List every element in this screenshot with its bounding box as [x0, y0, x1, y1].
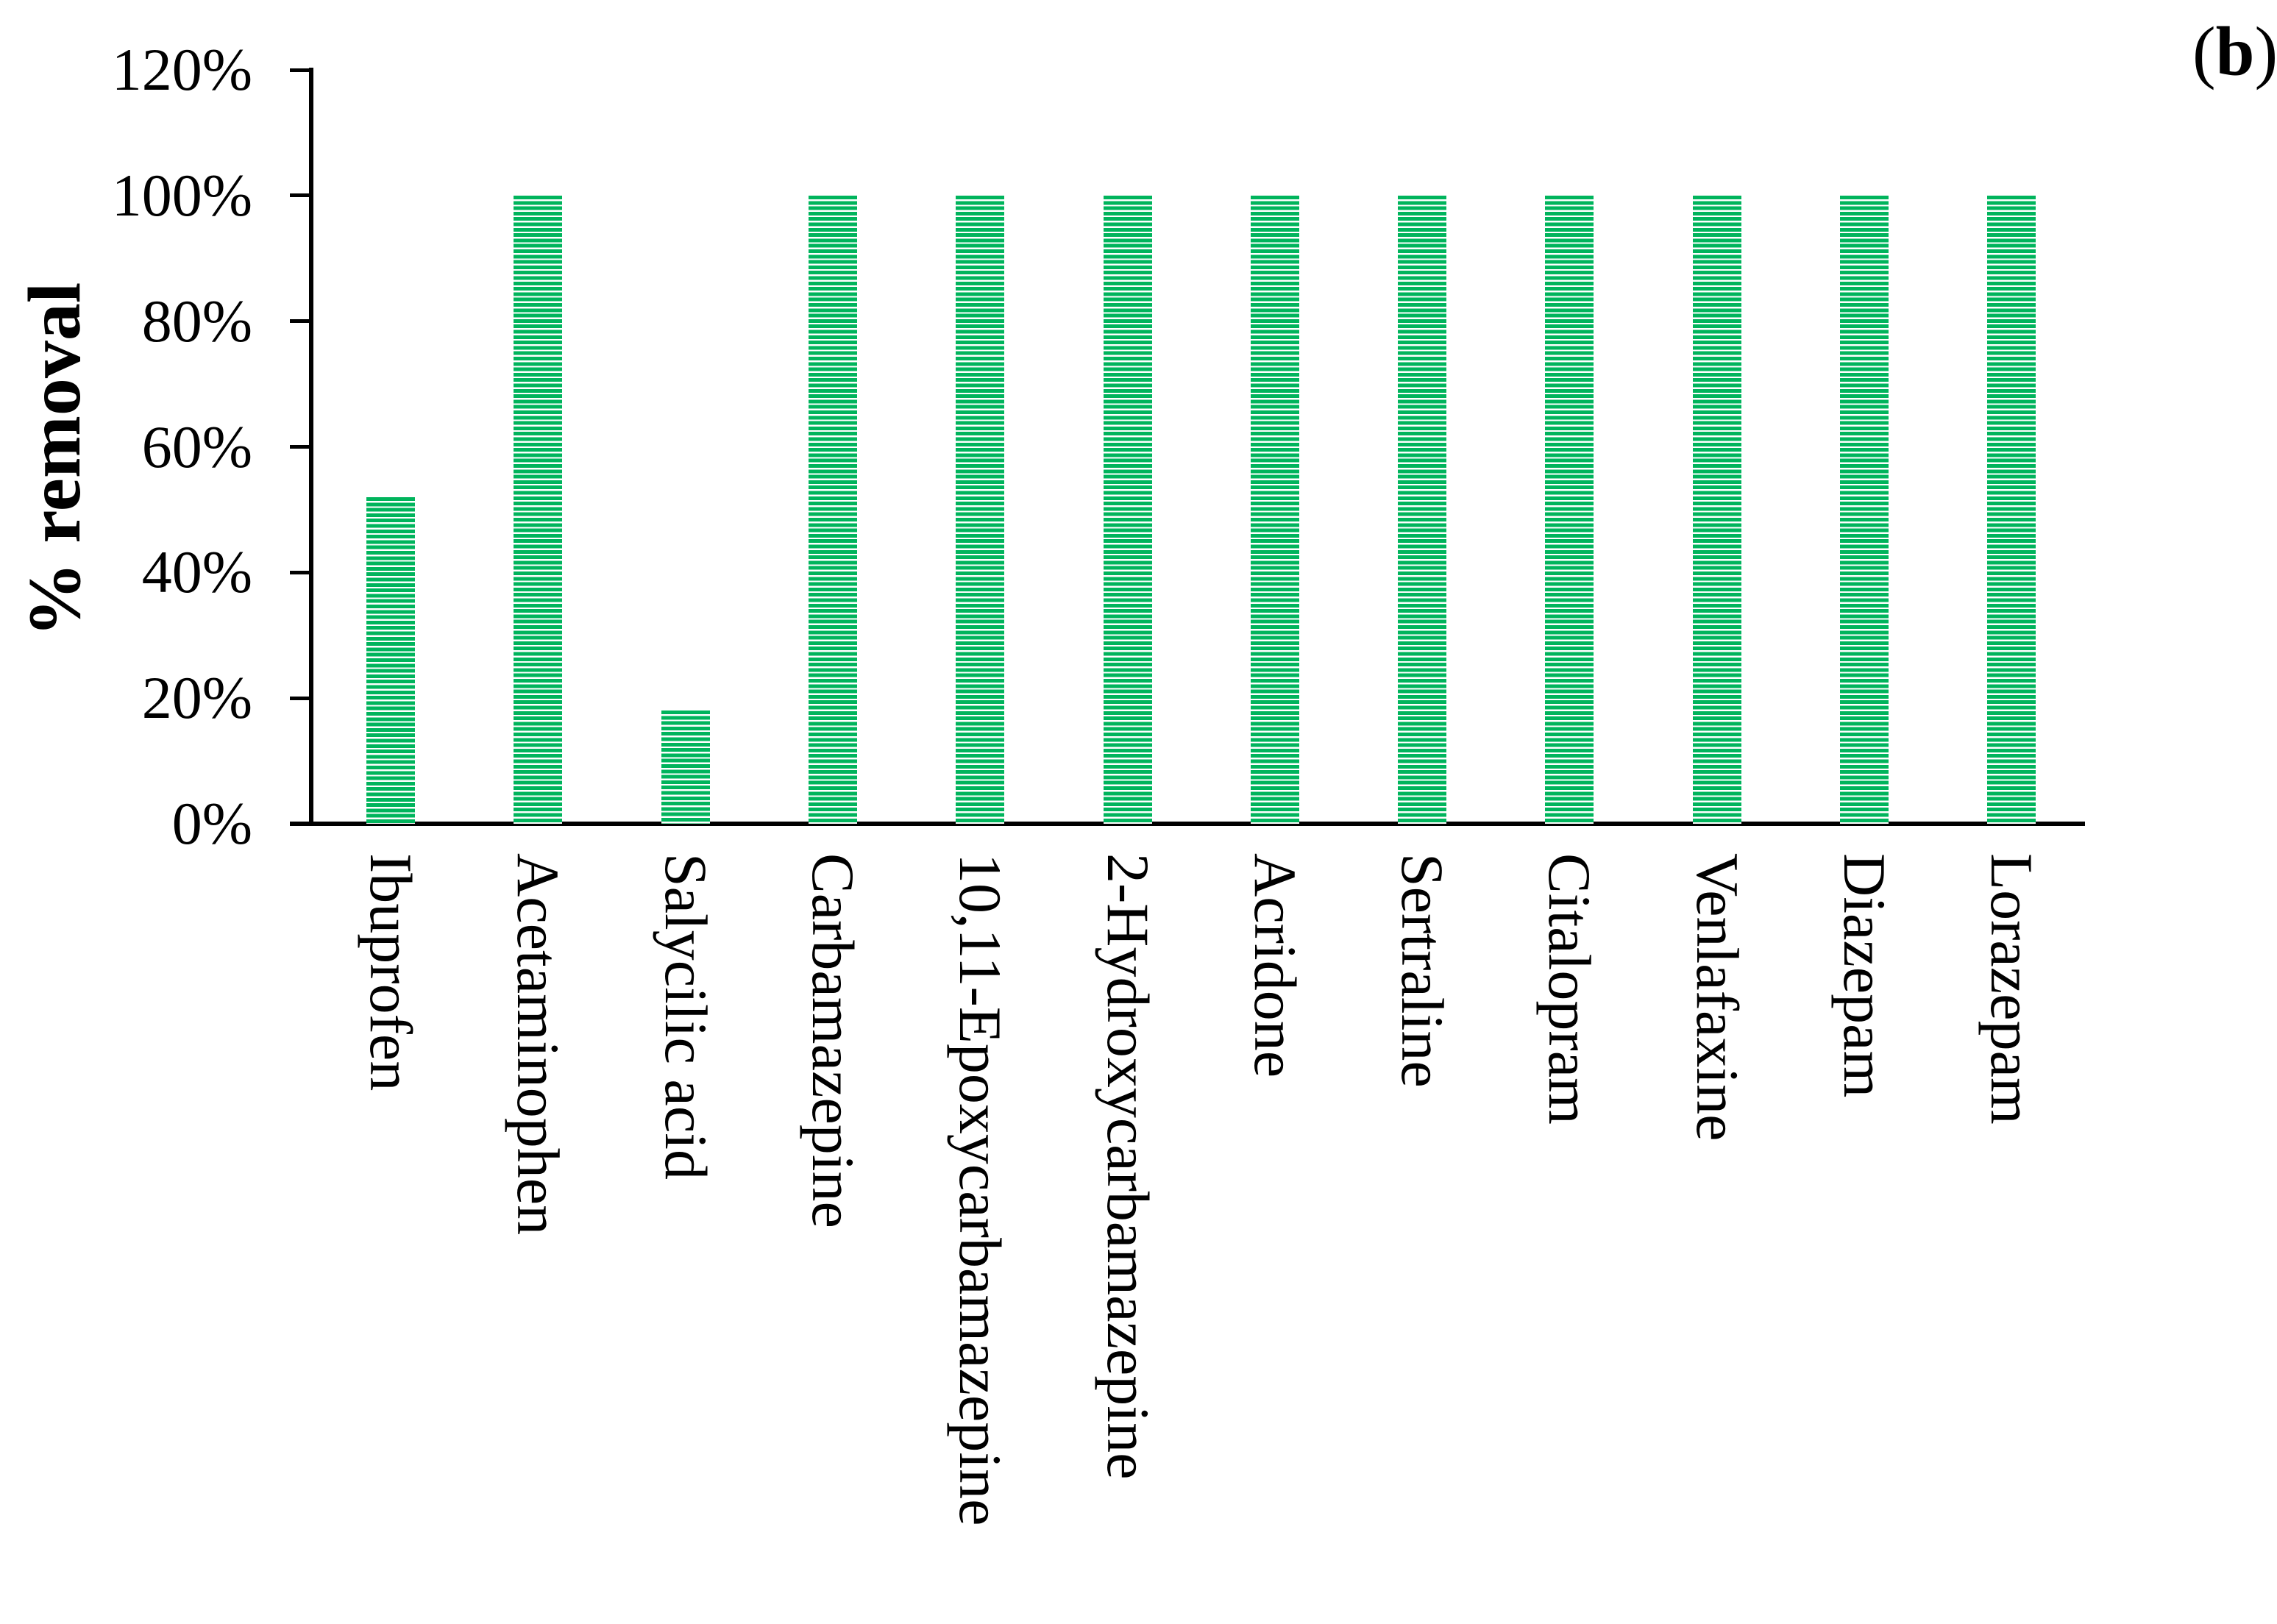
x-label-diazepam: Diazepam [1831, 853, 1898, 1098]
bar-2-hydroxycarbamazepine [1103, 196, 1152, 824]
x-label-ibuprofen: Ibuprofen [358, 853, 425, 1091]
y-tick-120 [290, 68, 311, 72]
y-tick-label-60: 60% [141, 413, 252, 480]
bar-salycilic-acid [661, 710, 710, 824]
bar-ibuprofen [366, 497, 415, 824]
x-label-10-11-epoxycarbamazepine: 10,11-Epoxycarbamazepine [947, 853, 1015, 1526]
bar-acridone [1250, 196, 1299, 824]
y-tick-label-80: 80% [141, 287, 252, 355]
bar-citalopram [1545, 196, 1594, 824]
bar-lorazepam [1987, 196, 2036, 824]
y-tick-40 [290, 570, 311, 574]
y-tick-label-0: 0% [171, 790, 252, 857]
bar-carbamazepine [808, 196, 857, 824]
y-tick-label-120: 120% [111, 36, 252, 103]
y-tick-label-20: 20% [141, 664, 252, 732]
x-label-venlafaxine: Venlafaxine [1683, 853, 1751, 1142]
y-tick-60 [290, 445, 311, 449]
y-axis-line [309, 68, 313, 826]
panel-label-open: ( [2192, 13, 2216, 90]
x-label-sertraline: Sertraline [1389, 853, 1457, 1088]
bar-sertraline [1398, 196, 1447, 824]
y-tick-20 [290, 696, 311, 700]
panel-label-close: ) [2254, 13, 2277, 90]
panel-label: (b) [2192, 13, 2277, 90]
panel-label-letter: b [2215, 13, 2255, 90]
y-tick-80 [290, 319, 311, 324]
bar-venlafaxine [1692, 196, 1741, 824]
y-tick-100 [290, 193, 311, 198]
y-tick-label-100: 100% [111, 161, 252, 229]
x-label-salycilic-acid: Salycilic acid [652, 853, 720, 1180]
x-label-acetaminophen: Acetaminophen [505, 853, 572, 1236]
x-label-lorazepam: Lorazepam [1978, 853, 2046, 1125]
x-label-carbamazepine: Carbamazepine [799, 853, 867, 1228]
x-label-2-hydroxycarbamazepine: 2-Hydroxycarbamazepine [1094, 853, 1162, 1480]
bar-acetaminophen [514, 196, 563, 824]
bar-diazepam [1840, 196, 1889, 824]
x-axis-line [290, 822, 2085, 826]
y-tick-label-40: 40% [141, 538, 252, 606]
x-label-acridone: Acridone [1241, 853, 1309, 1078]
x-label-citalopram: Citalopram [1536, 853, 1604, 1125]
bar-10-11-epoxycarbamazepine [956, 196, 1005, 824]
